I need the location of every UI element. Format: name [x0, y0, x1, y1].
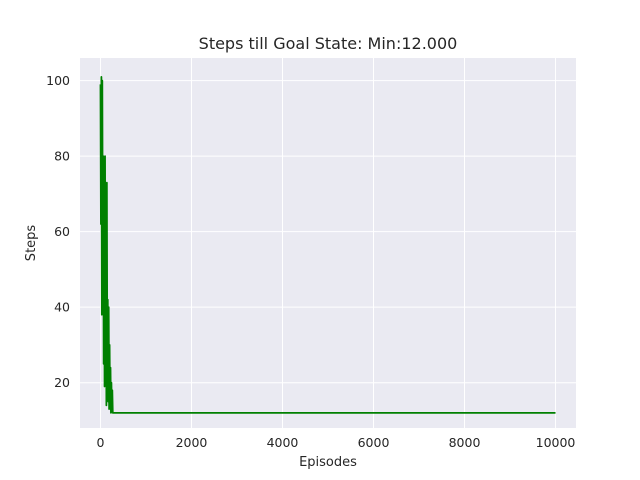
- y-tick-label: 100: [46, 73, 70, 88]
- tick-labels: 0 2000 4000 6000 8000 10000 20 40 60 80 100: [46, 73, 575, 450]
- x-tick-label: 4000: [267, 435, 299, 450]
- y-tick-label: 60: [54, 224, 70, 239]
- x-tick-label: 2000: [176, 435, 208, 450]
- y-tick-label: 20: [54, 375, 70, 390]
- x-axis-label: Episodes: [299, 455, 357, 470]
- y-tick-label: 40: [54, 300, 70, 315]
- grid: [80, 58, 576, 428]
- plot-area: [80, 58, 576, 428]
- x-tick-label: 0: [97, 435, 105, 450]
- x-tick-label: 6000: [358, 435, 390, 450]
- y-tick-label: 80: [54, 149, 70, 164]
- series-line: [99, 75, 556, 414]
- chart-title: Steps till Goal State: Min:12.000: [199, 34, 458, 53]
- x-tick-label: 10000: [536, 435, 576, 450]
- x-tick-label: 8000: [449, 435, 481, 450]
- y-axis-label: Steps: [24, 225, 39, 262]
- series-layer: [99, 75, 556, 414]
